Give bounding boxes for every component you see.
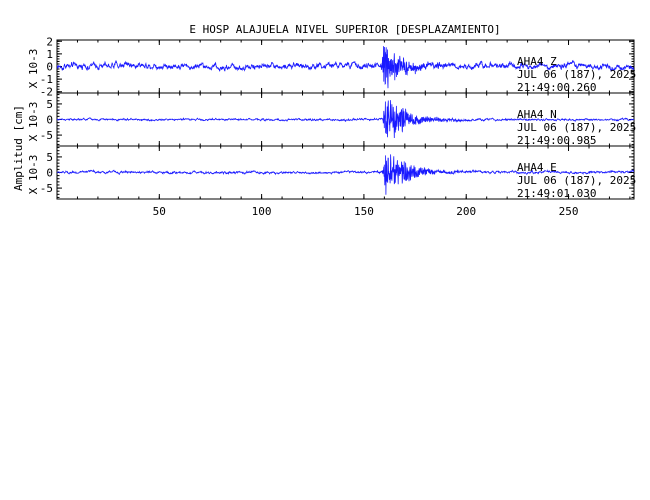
trace-time-label: 21:49:01.030 xyxy=(517,187,596,200)
x-tick-label: 200 xyxy=(456,205,476,218)
y-tick-label: 1 xyxy=(46,48,53,61)
y-tick-label: 5 xyxy=(46,151,53,164)
trace-station-label: AHA4 Z xyxy=(517,55,557,68)
trace-time-label: 21:49:00.260 xyxy=(517,81,596,94)
trace-e xyxy=(57,154,634,195)
trace-z xyxy=(57,46,634,89)
y-tick-label: 0 xyxy=(46,114,53,127)
y-tick-label: 5 xyxy=(46,98,53,111)
x-tick-label: 150 xyxy=(354,205,374,218)
y-tick-label: 0 xyxy=(46,167,53,180)
y-tick-label: 0 xyxy=(46,61,53,74)
trace-n xyxy=(57,100,634,139)
y-tick-label: -5 xyxy=(40,182,53,195)
trace-station-label: AHA4 E xyxy=(517,161,557,174)
y-tick-label: -1 xyxy=(40,73,53,86)
y-axis-label: Amplitud [cm] xyxy=(12,105,25,191)
panel-scale-label: X 10-3 xyxy=(27,155,40,195)
x-tick-label: 50 xyxy=(153,205,166,218)
y-tick-label: -5 xyxy=(40,129,53,142)
trace-date-label: JUL 06 (187), 2025 xyxy=(517,121,636,134)
chart-title: E HOSP ALAJUELA NIVEL SUPERIOR [DESPLAZA… xyxy=(189,23,500,36)
panel-scale-label: X 10-3 xyxy=(27,49,40,89)
trace-date-label: JUL 06 (187), 2025 xyxy=(517,174,636,187)
panel-scale-label: X 10-3 xyxy=(27,102,40,142)
trace-time-label: 21:49:00.985 xyxy=(517,134,596,147)
x-tick-label: 100 xyxy=(252,205,272,218)
y-tick-label: 2 xyxy=(46,35,53,48)
y-tick-label: -2 xyxy=(40,86,53,99)
x-tick-label: 250 xyxy=(559,205,579,218)
trace-station-label: AHA4 N xyxy=(517,108,557,121)
trace-date-label: JUL 06 (187), 2025 xyxy=(517,68,636,81)
x-axis: 50 100 150 200 250 xyxy=(153,205,579,218)
